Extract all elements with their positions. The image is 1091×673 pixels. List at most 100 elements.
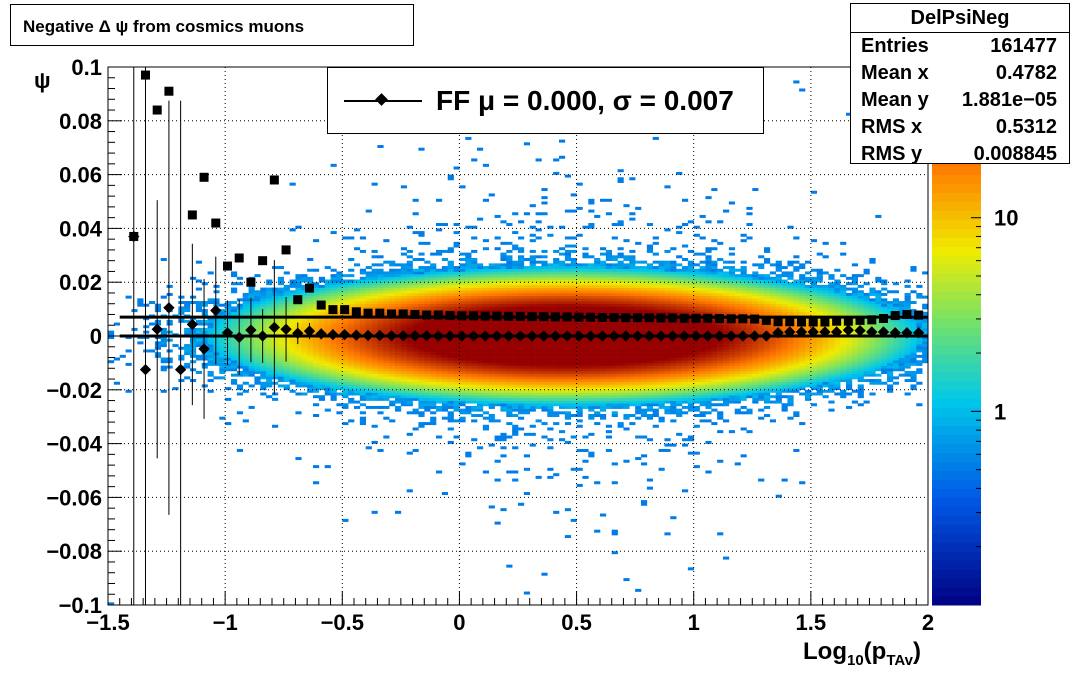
heatmap-cell: [359, 319, 367, 323]
heatmap-cell: [529, 306, 536, 310]
heatmap-cell: [588, 352, 595, 356]
heatmap-cell: [570, 282, 577, 286]
heatmap-cell: [318, 322, 326, 326]
heatmap-cell: [559, 330, 566, 334]
heatmap-cell: [459, 276, 466, 280]
heatmap-cell: [441, 387, 449, 391]
heatmap-cell: [570, 193, 577, 197]
heatmap-cell: [605, 352, 613, 356]
heatmap-cell: [277, 349, 285, 353]
heatmap-cell: [605, 301, 613, 305]
heatmap-cell: [266, 368, 273, 372]
heatmap-cell: [266, 330, 273, 334]
heatmap-cell: [400, 379, 408, 383]
heatmap-cell: [635, 268, 642, 272]
heatmap-cell: [389, 319, 396, 323]
heatmap-cell: [482, 274, 490, 278]
heatmap-cell: [430, 274, 437, 278]
heatmap-cell: [430, 360, 437, 364]
heatmap-cell: [541, 306, 548, 310]
heatmap-cell: [453, 266, 460, 270]
heatmap-cell: [348, 268, 355, 272]
heatmap-cell: [395, 274, 402, 278]
heatmap-cell: [453, 301, 460, 305]
heatmap-cell: [418, 373, 425, 377]
heatmap-cell: [184, 376, 191, 380]
heatmap-cell: [301, 279, 308, 283]
heatmap-cell: [676, 381, 683, 385]
heatmap-cell: [611, 303, 618, 307]
heatmap-cell: [318, 338, 326, 342]
heatmap-cell: [535, 379, 542, 383]
heatmap-cell: [436, 276, 443, 280]
heatmap-cell: [482, 427, 490, 431]
heatmap-cell: [488, 365, 495, 369]
heatmap-cell: [611, 322, 618, 326]
heatmap-cell: [383, 373, 390, 377]
heatmap-cell: [436, 325, 443, 329]
heatmap-cell: [424, 271, 431, 275]
heatmap-cell: [494, 214, 501, 218]
heatmap-cell: [693, 309, 700, 313]
heatmap-cell: [359, 311, 367, 315]
heatmap-cell: [564, 370, 572, 374]
heatmap-cell: [324, 266, 331, 270]
heatmap-cell: [225, 354, 232, 358]
heatmap-cell: [512, 322, 519, 326]
heatmap-cell: [383, 376, 390, 380]
heatmap-cell: [231, 309, 238, 313]
heatmap-cell: [283, 287, 290, 291]
heatmap-cell: [342, 292, 349, 296]
heatmap-cell: [471, 370, 478, 374]
heatmap-cell: [453, 370, 460, 374]
heatmap-cell: [670, 306, 677, 310]
heatmap-cell: [418, 338, 425, 342]
heatmap-cell: [277, 292, 285, 296]
heatmap-cell: [389, 341, 396, 345]
heatmap-cell: [277, 368, 285, 372]
heatmap-cell: [646, 395, 654, 399]
heatmap-cell: [559, 346, 566, 350]
heatmap-cell: [488, 384, 495, 388]
heatmap-cell: [594, 373, 601, 377]
heatmap-cell: [272, 354, 279, 358]
heatmap-cell: [576, 344, 583, 348]
heatmap-cell: [646, 244, 654, 248]
heatmap-cell: [313, 319, 320, 323]
heatmap-cell: [447, 400, 454, 404]
heatmap-cell: [272, 360, 279, 364]
heatmap-cell: [395, 354, 402, 358]
heatmap-cell: [547, 306, 554, 310]
heatmap-cell: [453, 325, 460, 329]
heatmap-cell: [348, 419, 355, 423]
heatmap-cell: [635, 292, 642, 296]
heatmap-cell: [184, 352, 191, 356]
heatmap-cell: [641, 362, 648, 366]
heatmap-cell: [459, 266, 466, 270]
heatmap-cell: [523, 384, 531, 388]
heatmap-cell: [260, 387, 267, 391]
heatmap-cell: [600, 341, 607, 345]
heatmap-cell: [301, 338, 308, 342]
heatmap-cell: [418, 414, 425, 417]
heatmap-cell: [477, 384, 484, 388]
heatmap-cell: [629, 368, 636, 372]
heatmap-cell: [482, 362, 490, 366]
heatmap-cell: [617, 330, 624, 334]
heatmap-cell: [705, 311, 712, 315]
heatmap-cell: [617, 349, 624, 353]
heatmap-cell: [365, 344, 372, 348]
heatmap-cell: [447, 376, 454, 380]
heatmap-cell: [389, 274, 396, 278]
heatmap-cell: [395, 341, 402, 345]
heatmap-cell: [330, 370, 337, 374]
heatmap-cell: [488, 327, 495, 331]
heatmap-cell: [670, 247, 677, 251]
heatmap-cell: [348, 389, 355, 393]
heatmap-cell: [518, 220, 525, 224]
heatmap-cell: [564, 301, 572, 305]
heatmap-cell: [547, 389, 554, 393]
heatmap-cell: [266, 298, 273, 302]
heatmap-cell: [541, 435, 548, 439]
heatmap-cell: [693, 341, 700, 345]
